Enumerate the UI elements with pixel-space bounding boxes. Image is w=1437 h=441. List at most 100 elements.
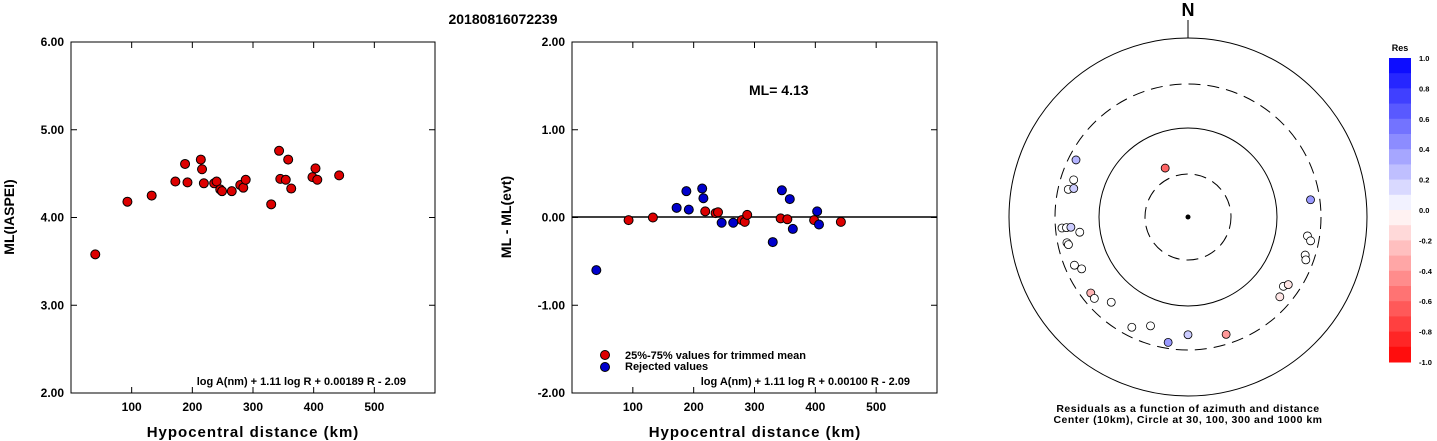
polar-caption-line1: Residuals as a function of azimuth and d… bbox=[1056, 403, 1319, 415]
magnitude-point bbox=[310, 163, 321, 174]
station-residual-point bbox=[1069, 184, 1079, 193]
magnitude-point bbox=[286, 183, 297, 194]
station-residual-point bbox=[1160, 163, 1170, 173]
colorbar-cell bbox=[1389, 179, 1411, 196]
colorbar-tick-label: 0.2 bbox=[1419, 176, 1429, 185]
station-residual-point bbox=[1183, 330, 1193, 340]
station-residual-point bbox=[1306, 236, 1315, 246]
ytick-label: 0.00 bbox=[542, 211, 566, 225]
xtick-label: 400 bbox=[805, 400, 825, 414]
magnitude-point bbox=[182, 177, 193, 188]
panel2-formula: log A(nm) + 1.11 log R + 0.00100 R - 2.0… bbox=[701, 376, 910, 388]
residual-vs-distance-panel: -2.00 -1.00 0.00 1.00 2.00 100 200 300 400 500 M… bbox=[498, 35, 938, 441]
rejected-residual-point bbox=[787, 223, 798, 234]
polar-residual-map: N Residuals as a function of azimuth and… bbox=[1008, 0, 1368, 426]
ytick-label: -1.00 bbox=[538, 298, 566, 312]
ytick-label: 5.00 bbox=[41, 123, 65, 137]
colorbar-cell bbox=[1389, 118, 1411, 135]
magnitude-point bbox=[312, 174, 323, 185]
trimmed-residual-point bbox=[742, 209, 753, 220]
colorbar-cell bbox=[1389, 255, 1411, 272]
ytick-label: 3.00 bbox=[41, 298, 65, 312]
rejected-residual-point bbox=[728, 217, 739, 228]
magnitude-point bbox=[90, 249, 101, 260]
ytick-label: 1.00 bbox=[542, 123, 566, 137]
panel2-xlabel: Hypocentral distance (km) bbox=[649, 424, 862, 441]
ytick-label: 4.00 bbox=[41, 211, 65, 225]
ring-300km bbox=[1054, 83, 1322, 351]
xtick-label: 400 bbox=[304, 400, 324, 414]
colorbar-cell bbox=[1389, 240, 1411, 257]
station-residual-point bbox=[1163, 337, 1173, 347]
colorbar-tick-label: -0.8 bbox=[1419, 328, 1432, 337]
magnitude-point bbox=[146, 190, 157, 201]
panel1-ylabel: ML(IASPEI) bbox=[1, 179, 17, 254]
colorbar-tick-label: 1.0 bbox=[1419, 54, 1429, 63]
legend-label-trimmed: 25%-75% values for trimmed mean bbox=[625, 350, 806, 362]
colorbar-cell bbox=[1389, 286, 1411, 302]
colorbar-cell bbox=[1389, 210, 1411, 226]
trimmed-residual-point bbox=[647, 212, 658, 223]
magnitude-point bbox=[198, 178, 209, 189]
station-residual-point bbox=[1089, 293, 1099, 303]
rejected-residual-point bbox=[716, 217, 727, 228]
xtick-label: 100 bbox=[623, 400, 643, 414]
xtick-label: 300 bbox=[744, 400, 764, 414]
colorbar-tick-label: 0.6 bbox=[1419, 115, 1429, 124]
ring-30km bbox=[1144, 173, 1232, 261]
trimmed-residual-point bbox=[835, 216, 846, 227]
colorbar-cell bbox=[1389, 270, 1411, 287]
station-residual-point bbox=[1075, 227, 1085, 237]
ml-event-label: ML= 4.13 bbox=[749, 82, 809, 98]
station-residual-point bbox=[1069, 175, 1079, 185]
magnitude-vs-distance-panel: 2.00 3.00 4.00 5.00 6.00 100 200 300 400 500 ML(… bbox=[1, 35, 436, 441]
magnitude-point bbox=[240, 174, 251, 185]
xtick-label: 200 bbox=[182, 400, 202, 414]
polar-caption-line2: Center (10km), Circle at 30, 100, 300 an… bbox=[1053, 414, 1322, 426]
station-residual-point bbox=[1064, 240, 1073, 250]
legend-marker-rejected bbox=[600, 362, 610, 372]
station-residual-point bbox=[1106, 297, 1116, 307]
xtick-label: 500 bbox=[866, 400, 886, 414]
colorbar-tick-label: -0.4 bbox=[1419, 267, 1433, 276]
magnitude-point bbox=[197, 164, 208, 175]
colorbar-cell bbox=[1389, 73, 1411, 89]
station-residual-point bbox=[1071, 155, 1081, 165]
ring-100km bbox=[1098, 127, 1278, 307]
colorbar-tick-label: 0.4 bbox=[1419, 145, 1430, 154]
legend-label-rejected: Rejected values bbox=[625, 361, 708, 373]
rejected-residual-point bbox=[784, 194, 795, 205]
trimmed-residual-point bbox=[782, 214, 793, 225]
station-residual-point bbox=[1070, 260, 1079, 270]
north-label: N bbox=[1182, 0, 1195, 20]
residual-colorbar: Res 1.0 0.8 0.6 0.4 0.2 0.0 -0.2 -0.4 -0.6 -0.8 -1… bbox=[1389, 43, 1433, 367]
xtick-label: 100 bbox=[122, 400, 142, 414]
rejected-residual-point bbox=[681, 186, 692, 197]
xtick-label: 500 bbox=[364, 400, 384, 414]
station-residual-point bbox=[1127, 322, 1137, 332]
trimmed-residual-point bbox=[713, 207, 723, 218]
ytick-label: 6.00 bbox=[41, 35, 65, 49]
epicenter-dot bbox=[1185, 214, 1191, 220]
magnitude-point bbox=[283, 154, 294, 165]
panel2-ylabel: ML - ML(evt) bbox=[498, 176, 514, 258]
magnitude-point bbox=[180, 158, 191, 169]
magnitude-point bbox=[334, 170, 345, 181]
colorbar-tick-label: 0.8 bbox=[1419, 84, 1429, 93]
colorbar-cell bbox=[1389, 346, 1411, 363]
legend: 25%-75% values for trimmed mean Rejected… bbox=[600, 350, 806, 373]
trimmed-residual-point bbox=[700, 206, 711, 217]
magnitude-point bbox=[274, 145, 285, 156]
panel1-formula: log A(nm) + 1.11 log R + 0.00189 R - 2.0… bbox=[197, 376, 406, 388]
magnitude-point bbox=[226, 186, 237, 197]
colorbar-cell bbox=[1389, 134, 1411, 150]
ytick-label: -2.00 bbox=[538, 386, 566, 400]
magnitude-point bbox=[266, 199, 277, 210]
colorbar-cell bbox=[1389, 58, 1411, 74]
trimmed-residual-point bbox=[623, 215, 634, 226]
magnitude-point bbox=[280, 174, 291, 185]
colorbar-cell bbox=[1389, 164, 1411, 181]
colorbar-cell bbox=[1389, 225, 1411, 241]
station-residual-point bbox=[1066, 222, 1076, 232]
rejected-residual-point bbox=[776, 185, 787, 196]
